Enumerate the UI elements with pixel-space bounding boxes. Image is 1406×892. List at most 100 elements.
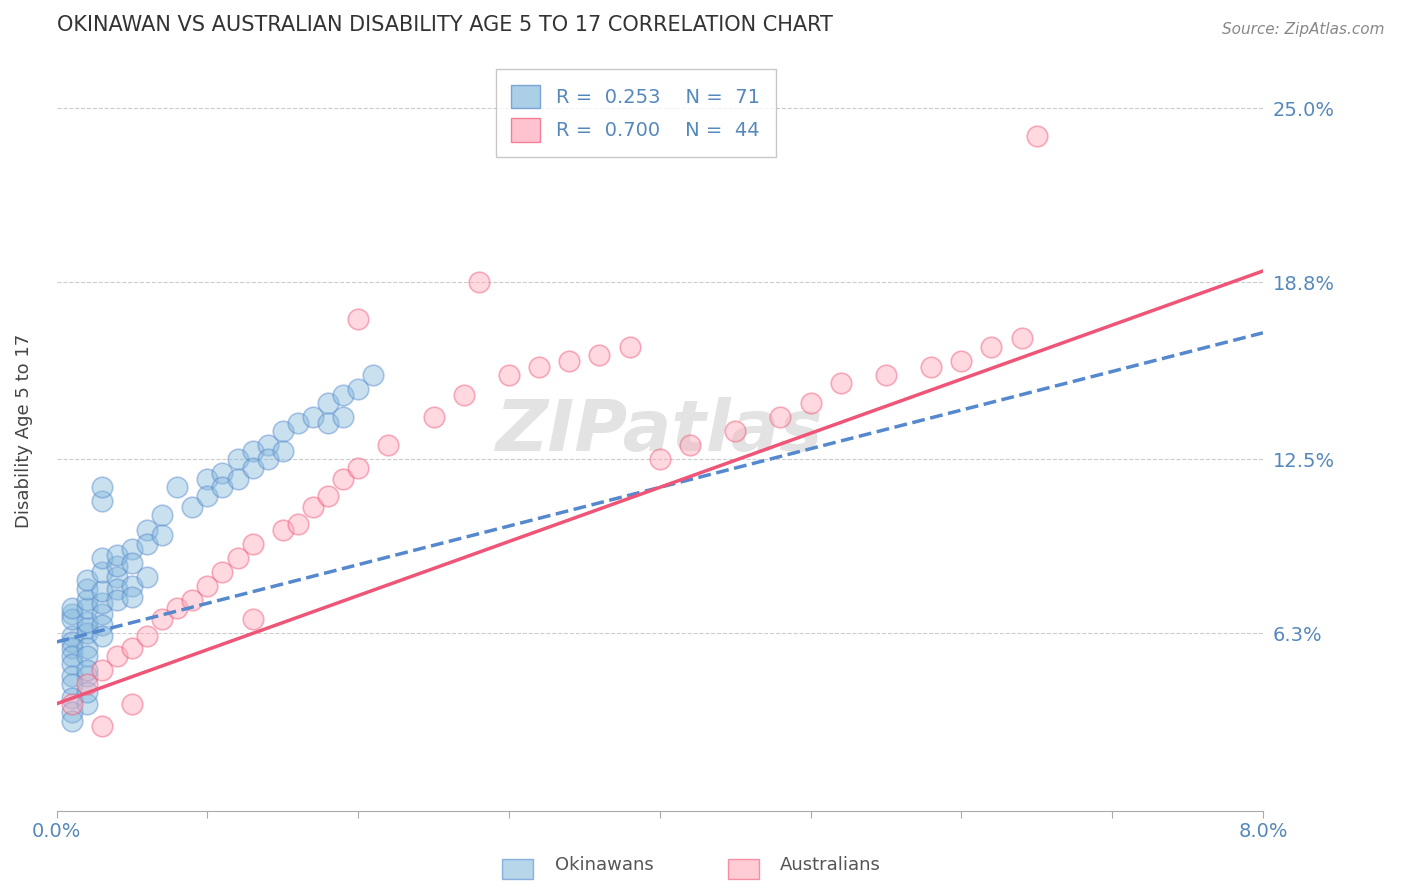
Point (60, 607, 83, 621)
Point (60, 629, 83, 643)
Point (211, 565, 233, 579)
Point (920, 359, 942, 374)
Point (830, 376, 852, 391)
Point (302, 410, 325, 425)
Point (121, 579, 143, 593)
Text: Source: ZipAtlas.com: Source: ZipAtlas.com (1222, 22, 1385, 37)
Point (1025, 129, 1047, 144)
Text: Okinawans: Okinawans (555, 855, 654, 873)
Point (76, 592, 98, 607)
Point (76, 626, 98, 640)
Point (76, 677, 98, 691)
Point (76, 697, 98, 711)
Point (769, 410, 792, 425)
Point (271, 424, 294, 438)
Point (242, 460, 264, 475)
Point (422, 410, 444, 425)
Point (875, 368, 897, 382)
Point (332, 387, 354, 401)
Point (90, 584, 112, 599)
Point (950, 354, 973, 368)
Text: ZIPatlas: ZIPatlas (496, 397, 824, 466)
Point (121, 590, 143, 604)
Point (60, 612, 83, 626)
Point (226, 550, 249, 565)
Point (136, 629, 159, 643)
Point (105, 582, 128, 596)
Point (619, 340, 641, 354)
Point (347, 382, 370, 396)
Point (60, 601, 83, 615)
Point (181, 592, 204, 607)
Point (136, 523, 159, 537)
Point (90, 494, 112, 508)
Point (60, 697, 83, 711)
Point (90, 607, 112, 621)
Point (287, 416, 309, 430)
Point (679, 438, 702, 452)
Point (76, 615, 98, 630)
Point (90, 663, 112, 677)
Point (468, 275, 491, 289)
Point (197, 472, 219, 486)
Point (150, 612, 173, 626)
Point (527, 359, 550, 374)
Point (90, 550, 112, 565)
Point (166, 480, 188, 494)
Point (242, 536, 264, 550)
Point (105, 559, 128, 574)
Point (256, 438, 278, 452)
Point (498, 368, 520, 382)
Point (588, 348, 610, 362)
Point (226, 452, 249, 467)
Point (347, 311, 370, 326)
Point (256, 452, 278, 467)
Point (60, 691, 83, 706)
Point (242, 612, 264, 626)
Y-axis label: Disability Age 5 to 17: Disability Age 5 to 17 (15, 334, 32, 528)
Legend: R =  0.253    N =  71, R =  0.700    N =  44: R = 0.253 N = 71, R = 0.700 N = 44 (496, 70, 776, 157)
Point (105, 548, 128, 562)
Point (90, 596, 112, 610)
Point (361, 368, 384, 382)
Point (76, 621, 98, 635)
Point (121, 542, 143, 557)
Point (76, 685, 98, 699)
Point (166, 601, 188, 615)
Point (90, 565, 112, 579)
Point (121, 556, 143, 570)
Point (377, 438, 399, 452)
Point (105, 648, 128, 663)
Point (347, 460, 370, 475)
Point (242, 443, 264, 458)
Point (197, 579, 219, 593)
Point (271, 523, 294, 537)
Text: Australians: Australians (780, 855, 882, 873)
Point (60, 635, 83, 649)
Point (60, 668, 83, 682)
Point (287, 516, 309, 531)
Point (453, 387, 475, 401)
Point (90, 719, 112, 733)
Point (60, 714, 83, 728)
Point (76, 573, 98, 587)
Point (980, 340, 1002, 354)
Point (271, 443, 294, 458)
Point (332, 410, 354, 425)
Point (316, 396, 339, 410)
Point (136, 570, 159, 584)
Point (136, 536, 159, 550)
Point (211, 467, 233, 481)
Point (226, 472, 249, 486)
Point (60, 657, 83, 672)
Point (150, 508, 173, 523)
Point (1011, 331, 1033, 345)
Point (60, 705, 83, 719)
Point (332, 472, 354, 486)
Point (76, 601, 98, 615)
Point (105, 592, 128, 607)
Point (90, 480, 112, 494)
Point (302, 500, 325, 514)
Point (76, 648, 98, 663)
Point (724, 424, 747, 438)
